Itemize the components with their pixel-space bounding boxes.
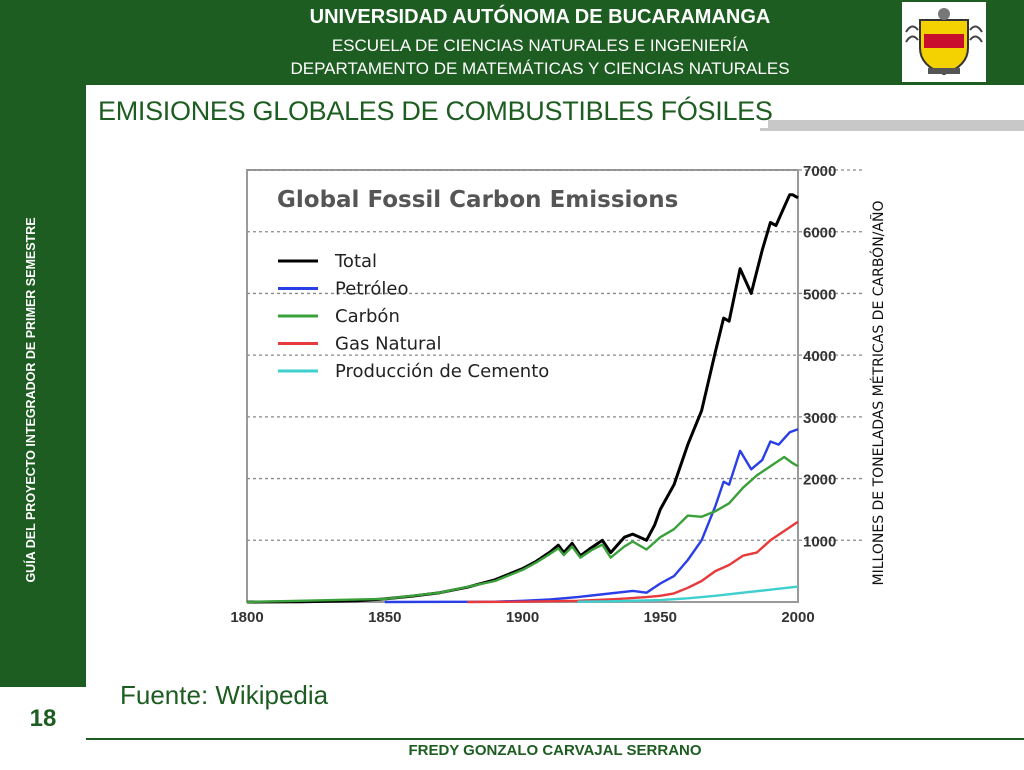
- y-tick-label: 5000: [803, 286, 836, 303]
- title-tab: [86, 88, 768, 128]
- source-caption: Fuente: Wikipedia: [120, 680, 329, 710]
- x-tick-label: 1800: [230, 609, 263, 626]
- x-tick-label: 1900: [506, 609, 539, 626]
- footer-author: FREDY GONZALO CARVAJAL SERRANO: [408, 742, 702, 759]
- chart-title: Global Fossil Carbon Emissions: [277, 187, 678, 213]
- x-tick-label: 1950: [644, 609, 677, 626]
- y-tick-label: 3000: [803, 410, 836, 427]
- y-tick-label: 6000: [803, 225, 836, 242]
- x-tick-label: 2000: [781, 609, 814, 626]
- footer-divider: [86, 738, 1024, 740]
- school-name: ESCUELA DE CIENCIAS NATURALES E INGENIER…: [331, 36, 749, 55]
- emissions-chart: 1000 2000 3000 4000 5000 6000 7000 1800 1850 1900…: [230, 163, 887, 626]
- legend-label: Producción de Cemento: [335, 361, 549, 382]
- university-name: UNIVERSIDAD AUTÓNOMA DE BUCARAMANGA: [309, 6, 771, 28]
- y-tick-label: 1000: [803, 533, 836, 550]
- university-logo-icon: [902, 2, 986, 82]
- legend-label: Carbón: [335, 306, 400, 327]
- title-underline: [760, 120, 1024, 131]
- sidebar-title: GUÍA DEL PROYECTO INTEGRADOR DE PRIMER S…: [24, 217, 38, 583]
- series-line-carb-n: [246, 455, 799, 604]
- y-axis-label: MILLONES DE TONELADAS MÉTRICAS DE CARBÓN…: [869, 201, 887, 586]
- y-tick-label: 2000: [803, 472, 836, 489]
- legend-label: Petróleo: [335, 279, 408, 300]
- legend-label: Gas Natural: [335, 334, 441, 355]
- series-line-petr-leo: [384, 428, 799, 604]
- series-line-gas-natural: [467, 520, 799, 604]
- y-tick-label: 7000: [803, 163, 836, 180]
- page-number-box: [0, 685, 86, 770]
- y-tick-label: 4000: [803, 348, 836, 365]
- header-bar: [0, 0, 1024, 85]
- slide-title: EMISIONES GLOBALES DE COMBUSTIBLES FÓSIL…: [98, 96, 773, 126]
- page-number: 18: [29, 705, 57, 732]
- sidebar: [0, 85, 86, 685]
- x-tick-label: 1850: [368, 609, 401, 626]
- legend-label: Total: [334, 251, 377, 272]
- plot-frame: [246, 169, 799, 603]
- series-line-producci-n-de-cemento: [577, 585, 799, 603]
- department-name: DEPARTAMENTO DE MATEMÁTICAS Y CIENCIAS N…: [290, 59, 790, 78]
